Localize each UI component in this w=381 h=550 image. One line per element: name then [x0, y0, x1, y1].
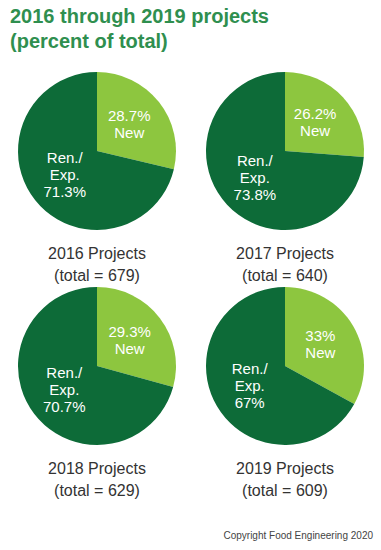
- svg-text:33%New: 33%New: [305, 327, 335, 361]
- html-text:(total = 640): (total = 640): [242, 267, 328, 284]
- svg-text:Ren./Exp.67%: Ren./Exp.67%: [232, 360, 269, 411]
- svg-text:Ren./Exp.71.3%: Ren./Exp.71.3%: [44, 149, 87, 200]
- html-text:2018 Projects: 2018 Projects: [48, 460, 146, 477]
- html-text:Copyright Food Engineering 202: Copyright Food Engineering 2020: [223, 530, 373, 541]
- svg-text:29.3%New: 29.3%New: [108, 323, 151, 357]
- html-text:(total = 609): (total = 609): [242, 482, 328, 499]
- html-text:2016 through 2019 projects (pe: 2016 through 2019 projects (percent of t…: [10, 5, 269, 52]
- html-text:2016 Projects: 2016 Projects: [48, 245, 146, 262]
- html-text:(total = 629): (total = 629): [54, 482, 140, 499]
- html-text:2017 Projects: 2017 Projects: [236, 245, 334, 262]
- svg-text:Ren./Exp.73.8%: Ren./Exp.73.8%: [234, 152, 277, 203]
- html-text:2019 Projects: 2019 Projects: [236, 460, 334, 477]
- svg-text:28.7%New: 28.7%New: [108, 107, 151, 141]
- svg-text:Ren./Exp.70.7%: Ren./Exp.70.7%: [43, 364, 86, 415]
- svg-text:26.2%New: 26.2%New: [294, 105, 337, 139]
- html-text:(total = 679): (total = 679): [54, 267, 140, 284]
